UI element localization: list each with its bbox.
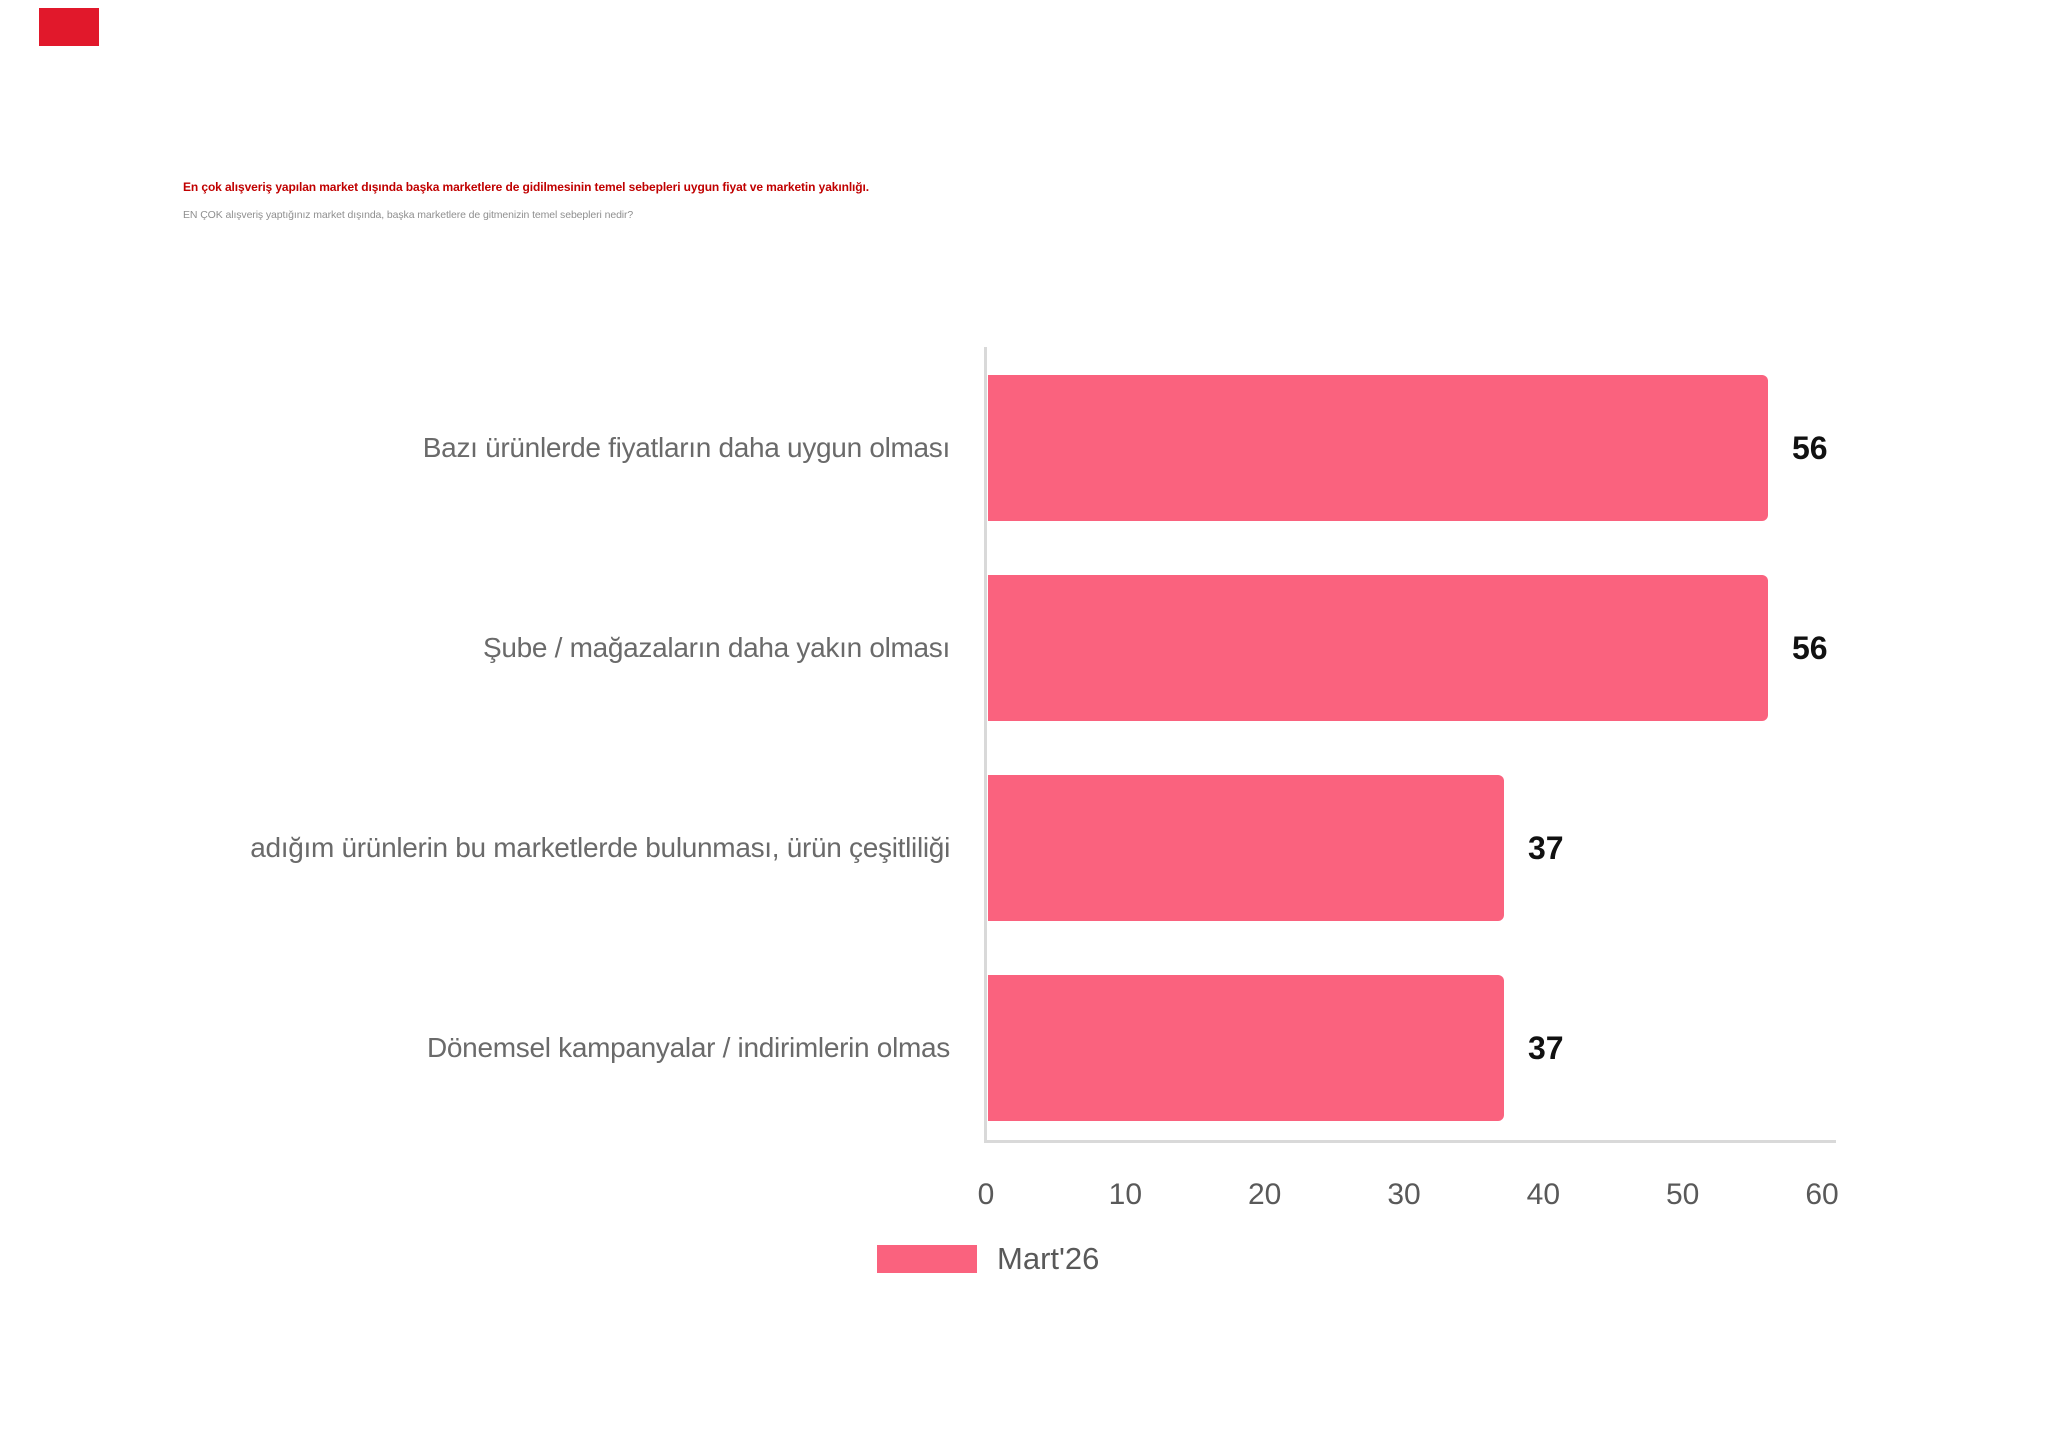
x-axis-line bbox=[986, 1140, 1836, 1143]
category-label: Bazı ürünlerde fiyatların daha uygun olm… bbox=[422, 432, 951, 463]
x-tick-label: 50 bbox=[1665, 1178, 1700, 1211]
x-tick-label: 0 bbox=[977, 1178, 995, 1211]
x-tick-label: 40 bbox=[1526, 1178, 1561, 1211]
value-label: 56 bbox=[1792, 429, 1828, 466]
legend: Mart'26 bbox=[877, 1241, 1099, 1277]
x-tick-label: 30 bbox=[1387, 1178, 1421, 1211]
legend-swatch bbox=[877, 1245, 977, 1273]
bar bbox=[988, 975, 1504, 1121]
category-label: adığım ürünlerin bu marketlerde bulunmas… bbox=[250, 832, 950, 863]
bar bbox=[988, 375, 1768, 521]
x-tick-label: 20 bbox=[1247, 1178, 1282, 1211]
logo-mark bbox=[39, 8, 99, 46]
value-label: 37 bbox=[1528, 829, 1564, 866]
category-label: Şube / mağazaların daha yakın olması bbox=[482, 632, 950, 663]
category-label: Dönemsel kampanyalar / indirimlerin olma… bbox=[426, 1032, 950, 1063]
bar bbox=[988, 775, 1504, 921]
bar bbox=[988, 575, 1768, 721]
value-label: 56 bbox=[1792, 629, 1828, 666]
x-tick-label: 10 bbox=[1108, 1178, 1143, 1211]
x-tick-label: 60 bbox=[1805, 1178, 1839, 1211]
insight-title: En çok alışveriş yapılan market dışında … bbox=[183, 180, 869, 194]
legend-label: Mart'26 bbox=[997, 1241, 1100, 1276]
y-axis-line bbox=[984, 347, 987, 1143]
value-label: 37 bbox=[1528, 1029, 1564, 1066]
survey-question: EN ÇOK alışveriş yaptığınız market dışın… bbox=[183, 209, 634, 221]
